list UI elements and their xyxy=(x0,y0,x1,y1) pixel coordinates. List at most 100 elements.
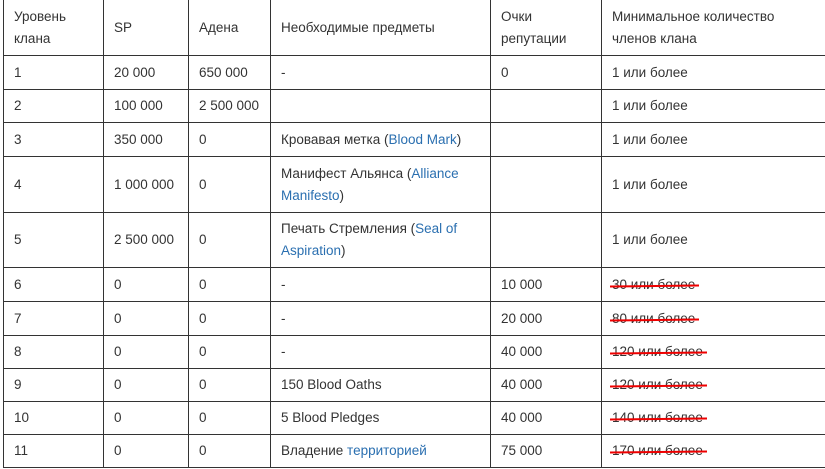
clan-level-table: Уровень клана SP Адена Необходимые предм… xyxy=(3,0,825,468)
cell-level: 3 xyxy=(3,122,104,157)
struck-members-text: 80 или более xyxy=(612,308,695,330)
cell-reputation: 75 000 xyxy=(490,434,602,468)
item-text: - xyxy=(281,276,286,292)
cell-members: 120 или более xyxy=(601,368,825,402)
members-text: 1 или более xyxy=(612,131,688,147)
cell-level: 8 xyxy=(3,335,104,369)
cell-sp: 0 xyxy=(103,267,189,302)
cell-sp: 2 500 000 xyxy=(103,212,189,268)
cell-reputation: 10 000 xyxy=(490,267,602,302)
struck-members-text: 120 или более xyxy=(612,374,703,396)
table-row: 9 0 0 150 Blood Oaths 40 000 120 или более xyxy=(3,368,825,402)
cell-members: 1 или более xyxy=(601,156,825,213)
cell-adena: 0 xyxy=(188,368,271,402)
cell-members: 1 или более xyxy=(601,89,825,123)
cell-items: - xyxy=(270,267,491,302)
struck-members-text: 120 или более xyxy=(612,341,703,363)
cell-reputation: 40 000 xyxy=(490,335,602,369)
cell-sp: 1 000 000 xyxy=(103,156,189,213)
cell-level: 10 xyxy=(3,401,104,435)
item-link[interactable]: Seal of Aspiration xyxy=(281,221,458,258)
item-link[interactable]: территорией xyxy=(347,443,427,458)
cell-reputation: 40 000 xyxy=(490,368,602,402)
cell-adena: 0 xyxy=(188,401,271,435)
cell-members: 170 или более xyxy=(601,434,825,468)
struck-members-text: 170 или более xyxy=(612,440,703,462)
cell-items: 150 Blood Oaths xyxy=(270,368,491,402)
cell-members: 1 или более xyxy=(601,122,825,157)
cell-adena: 0 xyxy=(188,267,271,302)
header-members: Минимальное количество членов клана xyxy=(601,0,825,56)
cell-adena: 0 xyxy=(188,122,271,157)
cell-level: 2 xyxy=(3,89,104,123)
cell-sp: 100 000 xyxy=(103,89,189,123)
cell-sp: 0 xyxy=(103,301,189,336)
cell-members: 30 или более xyxy=(601,267,825,302)
cell-items: Владение территорией xyxy=(270,434,491,468)
item-text: ) xyxy=(341,243,346,258)
cell-items: 5 Blood Pledges xyxy=(270,401,491,435)
cell-items: - xyxy=(270,55,491,90)
item-link[interactable]: Blood Mark xyxy=(388,131,457,147)
cell-reputation xyxy=(490,122,602,157)
item-text: 5 Blood Pledges xyxy=(281,410,380,425)
members-text: 1 или более xyxy=(612,98,688,113)
cell-adena: 0 xyxy=(188,212,271,268)
header-reputation: Очки репутации xyxy=(490,0,602,56)
struck-members-text: 140 или более xyxy=(612,407,703,429)
header-sp: SP xyxy=(103,0,189,56)
cell-adena: 0 xyxy=(188,335,271,369)
cell-reputation xyxy=(490,156,602,213)
cell-level: 5 xyxy=(3,212,104,268)
item-link[interactable]: Alliance Manifesto xyxy=(281,165,459,203)
cell-reputation xyxy=(490,89,602,123)
cell-reputation: 40 000 xyxy=(490,401,602,435)
cell-sp: 350 000 xyxy=(103,122,189,157)
header-items: Необходимые предметы xyxy=(270,0,491,56)
cell-sp: 0 xyxy=(103,368,189,402)
item-text: Манифест Альянса ( xyxy=(281,165,412,181)
item-text: - xyxy=(281,64,286,80)
table-row: 6 0 0-10 000 30 или более xyxy=(3,267,825,302)
table-row: 8 0 0-40 000 120 или более xyxy=(3,335,825,369)
cell-items: Кровавая метка (Blood Mark) xyxy=(270,122,491,157)
cell-level: 6 xyxy=(3,267,104,302)
table-row: 10 0 0 5 Blood Pledges 40 000 140 или более xyxy=(3,401,825,435)
item-text: ) xyxy=(456,131,462,147)
table-row: 7 0 0-20 000 80 или более xyxy=(3,301,825,336)
cell-adena: 0 xyxy=(188,156,271,213)
item-text: Кровавая метка ( xyxy=(281,131,389,147)
members-text: 1 или более xyxy=(612,232,688,247)
cell-reputation: 0 xyxy=(490,55,602,90)
members-text: 1 или более xyxy=(612,64,688,80)
cell-items: Печать Стремления (Seal of Aspiration) xyxy=(270,212,491,268)
table-row: 3 350 000 0 Кровавая метка (Blood Mark) 1 ил… xyxy=(3,122,825,157)
item-text: 150 Blood Oaths xyxy=(281,377,382,392)
cell-members: 120 или более xyxy=(601,335,825,369)
cell-adena: 650 000 xyxy=(188,55,271,90)
cell-adena: 2 500 000 xyxy=(188,89,271,123)
header-row: Уровень клана SP Адена Необходимые предм… xyxy=(3,0,825,56)
item-text: Печать Стремления ( xyxy=(281,221,416,236)
cell-sp: 20 000 xyxy=(103,55,189,90)
cell-adena: 0 xyxy=(188,434,271,468)
item-text: ) xyxy=(339,187,345,203)
cell-sp: 0 xyxy=(103,401,189,435)
cell-reputation: 20 000 xyxy=(490,301,602,336)
cell-level: 4 xyxy=(3,156,104,213)
cell-level: 11 xyxy=(3,434,104,468)
item-text: - xyxy=(281,310,286,326)
cell-items: - xyxy=(270,301,491,336)
cell-sp: 0 xyxy=(103,434,189,468)
cell-level: 1 xyxy=(3,55,104,90)
cell-items: Манифест Альянса (Alliance Manifesto) xyxy=(270,156,491,213)
cell-members: 140 или более xyxy=(601,401,825,435)
table-row: 1 20 000 650 000- 0 1 или более xyxy=(3,55,825,90)
cell-members: 1 или более xyxy=(601,212,825,268)
cell-members: 80 или более xyxy=(601,301,825,336)
table-row: 2 100 000 2 500 000 1 или более xyxy=(3,89,825,123)
struck-members-text: 30 или более xyxy=(612,274,695,296)
header-adena: Адена xyxy=(188,0,271,56)
